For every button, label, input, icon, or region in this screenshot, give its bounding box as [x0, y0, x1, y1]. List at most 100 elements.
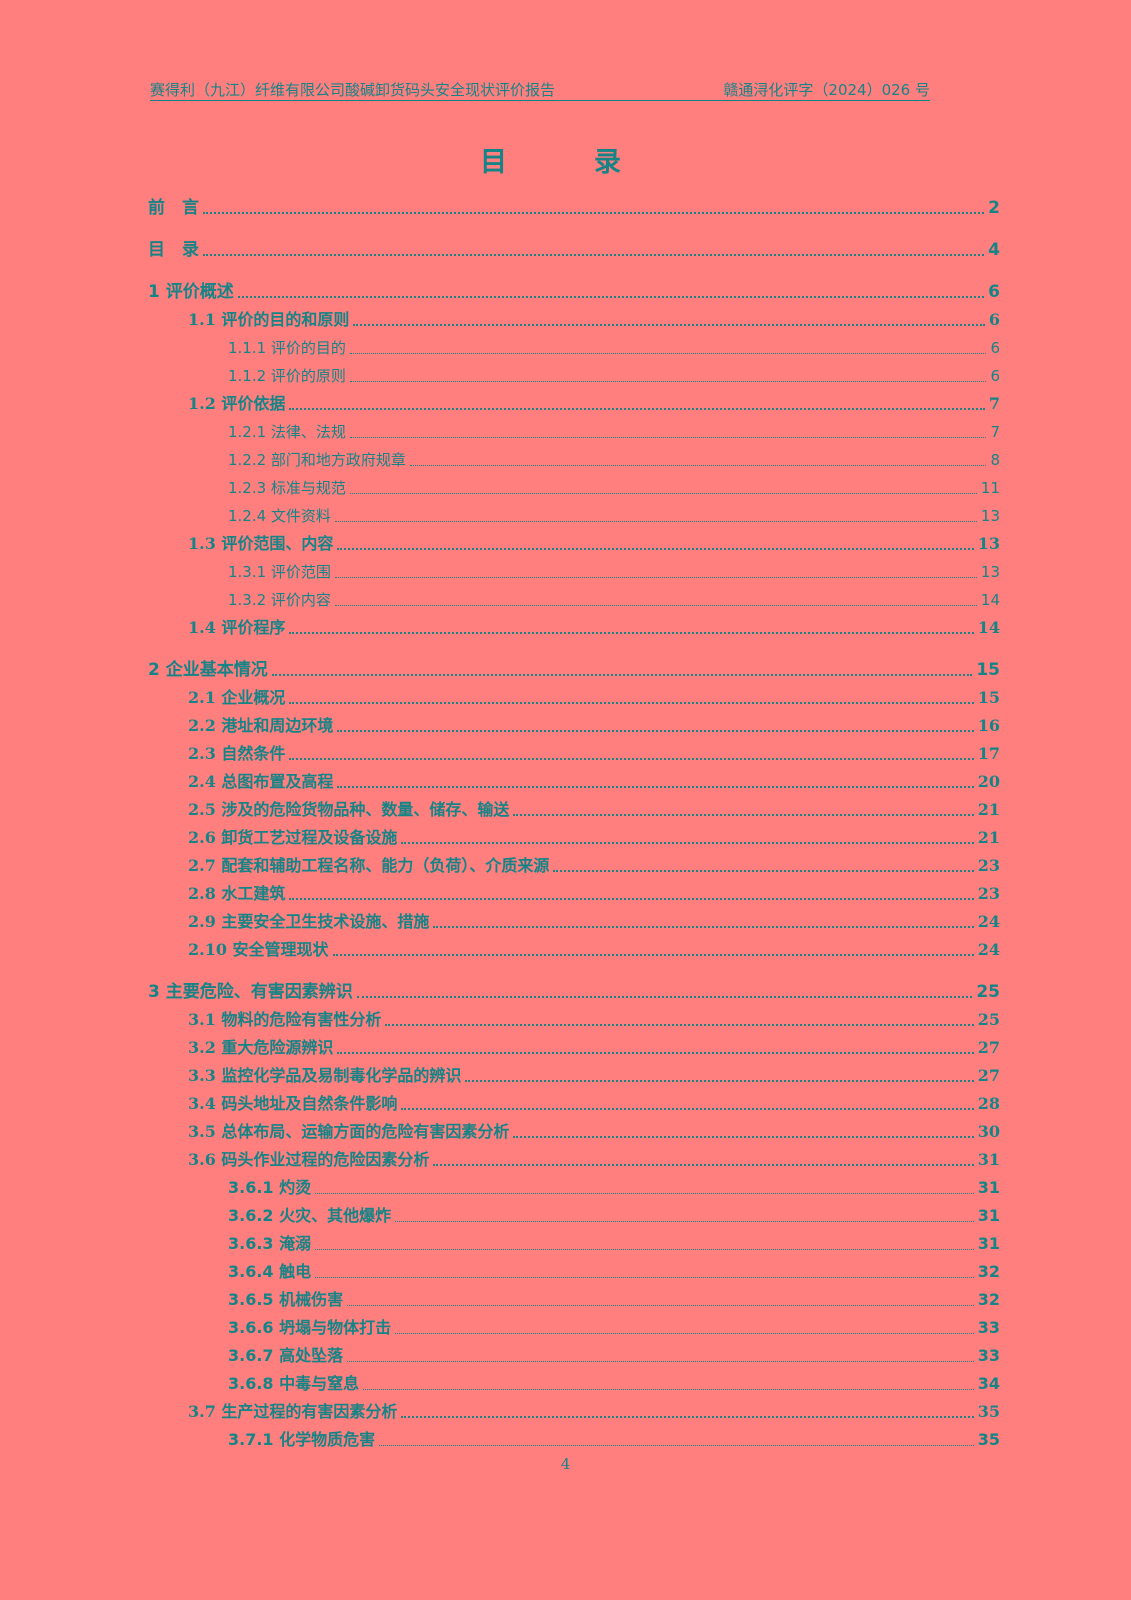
toc-entry[interactable]: 1.3 评价范围、内容 13: [0, 530, 1000, 558]
dot-leader: [289, 898, 974, 900]
toc-entry-label: 2.4 总图布置及高程: [188, 772, 334, 791]
toc-entry-label: 3.6 码头作业过程的危险因素分析: [188, 1150, 430, 1169]
toc-entry-page: 35: [977, 1430, 1000, 1449]
dot-leader: [353, 324, 985, 326]
dot-leader: [315, 1276, 974, 1278]
toc-entry[interactable]: 1.2.2 部门和地方政府规章 8: [0, 446, 1000, 474]
toc-entry-page: 6: [988, 282, 1000, 302]
toc-entry[interactable]: 2.8 水工建筑 23: [0, 880, 1000, 908]
toc-entry[interactable]: 2.7 配套和辅助工程名称、能力（负荷）、介质来源 23: [0, 852, 1000, 880]
toc-entry-label: 2.3 自然条件: [188, 744, 286, 763]
dot-leader: [289, 632, 974, 634]
dot-leader: [337, 1052, 974, 1054]
toc-entry[interactable]: 1.1 评价的目的和原则 6: [0, 306, 1000, 334]
toc-entry[interactable]: 前 言 2: [0, 194, 1000, 222]
toc-entry[interactable]: 2 企业基本情况 15: [0, 656, 1000, 684]
toc-entry-label: 2.1 企业概况: [188, 688, 286, 707]
toc-entry-label: 1.1 评价的目的和原则: [188, 310, 350, 329]
toc-entry-label: 3 主要危险、有害因素辨识: [148, 982, 353, 1002]
toc-entry[interactable]: 3.5 总体布局、运输方面的危险有害因素分析 30: [0, 1118, 1000, 1146]
toc-entry[interactable]: 1.1.2 评价的原则 6: [0, 362, 1000, 390]
toc-entry-page: 6: [990, 339, 1000, 357]
toc-entry[interactable]: 2.6 卸货工艺过程及设备设施 21: [0, 824, 1000, 852]
toc-entry-page: 24: [977, 940, 1000, 959]
toc-entry[interactable]: 3.7.1 化学物质危害 35: [0, 1426, 1000, 1454]
table-of-contents: 前 言 2 目 录 4 1 评价概述 6 1.1 评价的目的和原则 6 1.1.1 评价的目的 6…: [0, 194, 1131, 1454]
toc-entry[interactable]: 2.1 企业概况 15: [0, 684, 1000, 712]
toc-entry-label: 前 言: [148, 198, 199, 218]
toc-entry-page: 4: [988, 240, 1000, 260]
toc-entry-label: 3.7.1 化学物质危害: [228, 1430, 376, 1449]
toc-entry[interactable]: 3.2 重大危险源辨识 27: [0, 1034, 1000, 1062]
toc-entry-page: 6: [988, 310, 1000, 329]
toc-entry[interactable]: 1.2 评价依据 7: [0, 390, 1000, 418]
toc-entry-label: 1.3 评价范围、内容: [188, 534, 334, 553]
toc-entry[interactable]: 3.6.7 高处坠落 33: [0, 1342, 1000, 1370]
toc-entry[interactable]: 2.3 自然条件 17: [0, 740, 1000, 768]
toc-entry-page: 13: [980, 507, 1000, 525]
toc-entry[interactable]: 3.1 物料的危险有害性分析 25: [0, 1006, 1000, 1034]
toc-entry-label: 3.6.2 火灾、其他爆炸: [228, 1206, 392, 1225]
toc-entry[interactable]: 3.4 码头地址及自然条件影响 28: [0, 1090, 1000, 1118]
toc-entry[interactable]: 3.6.6 坍塌与物体打击 33: [0, 1314, 1000, 1342]
toc-entry[interactable]: 3 主要危险、有害因素辨识 25: [0, 978, 1000, 1006]
toc-entry[interactable]: 3.3 监控化学品及易制毒化学品的辨识 27: [0, 1062, 1000, 1090]
toc-entry[interactable]: 3.6.5 机械伤害 32: [0, 1286, 1000, 1314]
toc-entry[interactable]: 1.2.4 文件资料 13: [0, 502, 1000, 530]
dot-leader: [334, 576, 977, 578]
dot-leader: [349, 352, 987, 354]
toc-entry-page: 24: [977, 912, 1000, 931]
toc-entry[interactable]: 2.9 主要安全卫生技术设施、措施 24: [0, 908, 1000, 936]
toc-entry-page: 7: [990, 423, 1000, 441]
toc-entry-label: 2.2 港址和周边环境: [188, 716, 334, 735]
toc-entry-label: 3.5 总体布局、运输方面的危险有害因素分析: [188, 1122, 510, 1141]
toc-entry[interactable]: 1.2.3 标准与规范 11: [0, 474, 1000, 502]
toc-entry-label: 1.3.1 评价范围: [228, 563, 331, 581]
dot-leader: [332, 954, 974, 956]
toc-entry-page: 34: [977, 1374, 1000, 1393]
toc-entry-label: 3.6.3 淹溺: [228, 1234, 312, 1253]
dot-leader: [315, 1192, 974, 1194]
toc-entry[interactable]: 1.3.1 评价范围 13: [0, 558, 1000, 586]
dot-leader: [356, 996, 973, 998]
dot-leader: [465, 1080, 974, 1082]
toc-entry[interactable]: 目 录 4: [0, 236, 1000, 264]
running-header: 赛得利（九江）纤维有限公司酸碱卸货码头安全现状评价报告 赣通浔化评字（2024）…: [150, 80, 930, 101]
toc-entry-label: 1.2.3 标准与规范: [228, 479, 346, 497]
toc-entry-page: 16: [977, 716, 1000, 735]
toc-entry[interactable]: 3.6.8 中毒与窒息 34: [0, 1370, 1000, 1398]
toc-entry[interactable]: 2.10 安全管理现状 24: [0, 936, 1000, 964]
toc-entry-page: 23: [977, 856, 1000, 875]
toc-entry-page: 6: [990, 367, 1000, 385]
dot-leader: [401, 1108, 974, 1110]
toc-entry-page: 32: [977, 1290, 1000, 1309]
toc-entry-label: 1.3.2 评价内容: [228, 591, 331, 609]
toc-entry[interactable]: 1.3.2 评价内容 14: [0, 586, 1000, 614]
toc-entry-label: 1.2 评价依据: [188, 394, 286, 413]
toc-entry-label: 2.5 涉及的危险货物品种、数量、储存、输送: [188, 800, 510, 819]
dot-leader: [409, 464, 987, 466]
toc-entry-page: 13: [980, 563, 1000, 581]
toc-entry-label: 3.6.5 机械伤害: [228, 1290, 344, 1309]
toc-entry[interactable]: 3.6.3 淹溺 31: [0, 1230, 1000, 1258]
toc-entry-page: 11: [980, 479, 1000, 497]
toc-entry-page: 28: [977, 1094, 1000, 1113]
toc-entry[interactable]: 1 评价概述 6: [0, 278, 1000, 306]
toc-entry-page: 33: [977, 1318, 1000, 1337]
toc-entry[interactable]: 2.4 总图布置及高程 20: [0, 768, 1000, 796]
toc-entry-page: 13: [977, 534, 1000, 553]
toc-entry[interactable]: 3.7 生产过程的有害因素分析 35: [0, 1398, 1000, 1426]
toc-entry-page: 27: [977, 1038, 1000, 1057]
toc-entry-page: 21: [977, 800, 1000, 819]
toc-entry[interactable]: 1.1.1 评价的目的 6: [0, 334, 1000, 362]
toc-entry[interactable]: 2.5 涉及的危险货物品种、数量、储存、输送 21: [0, 796, 1000, 824]
toc-entry[interactable]: 1.2.1 法律、法规 7: [0, 418, 1000, 446]
toc-entry[interactable]: 3.6 码头作业过程的危险因素分析 31: [0, 1146, 1000, 1174]
dot-leader: [363, 1388, 974, 1390]
toc-entry[interactable]: 3.6.4 触电 32: [0, 1258, 1000, 1286]
toc-entry[interactable]: 3.6.1 灼烫 31: [0, 1174, 1000, 1202]
toc-entry[interactable]: 1.4 评价程序 14: [0, 614, 1000, 642]
toc-entry-label: 1.2.4 文件资料: [228, 507, 331, 525]
toc-entry[interactable]: 3.6.2 火灾、其他爆炸 31: [0, 1202, 1000, 1230]
toc-entry[interactable]: 2.2 港址和周边环境 16: [0, 712, 1000, 740]
